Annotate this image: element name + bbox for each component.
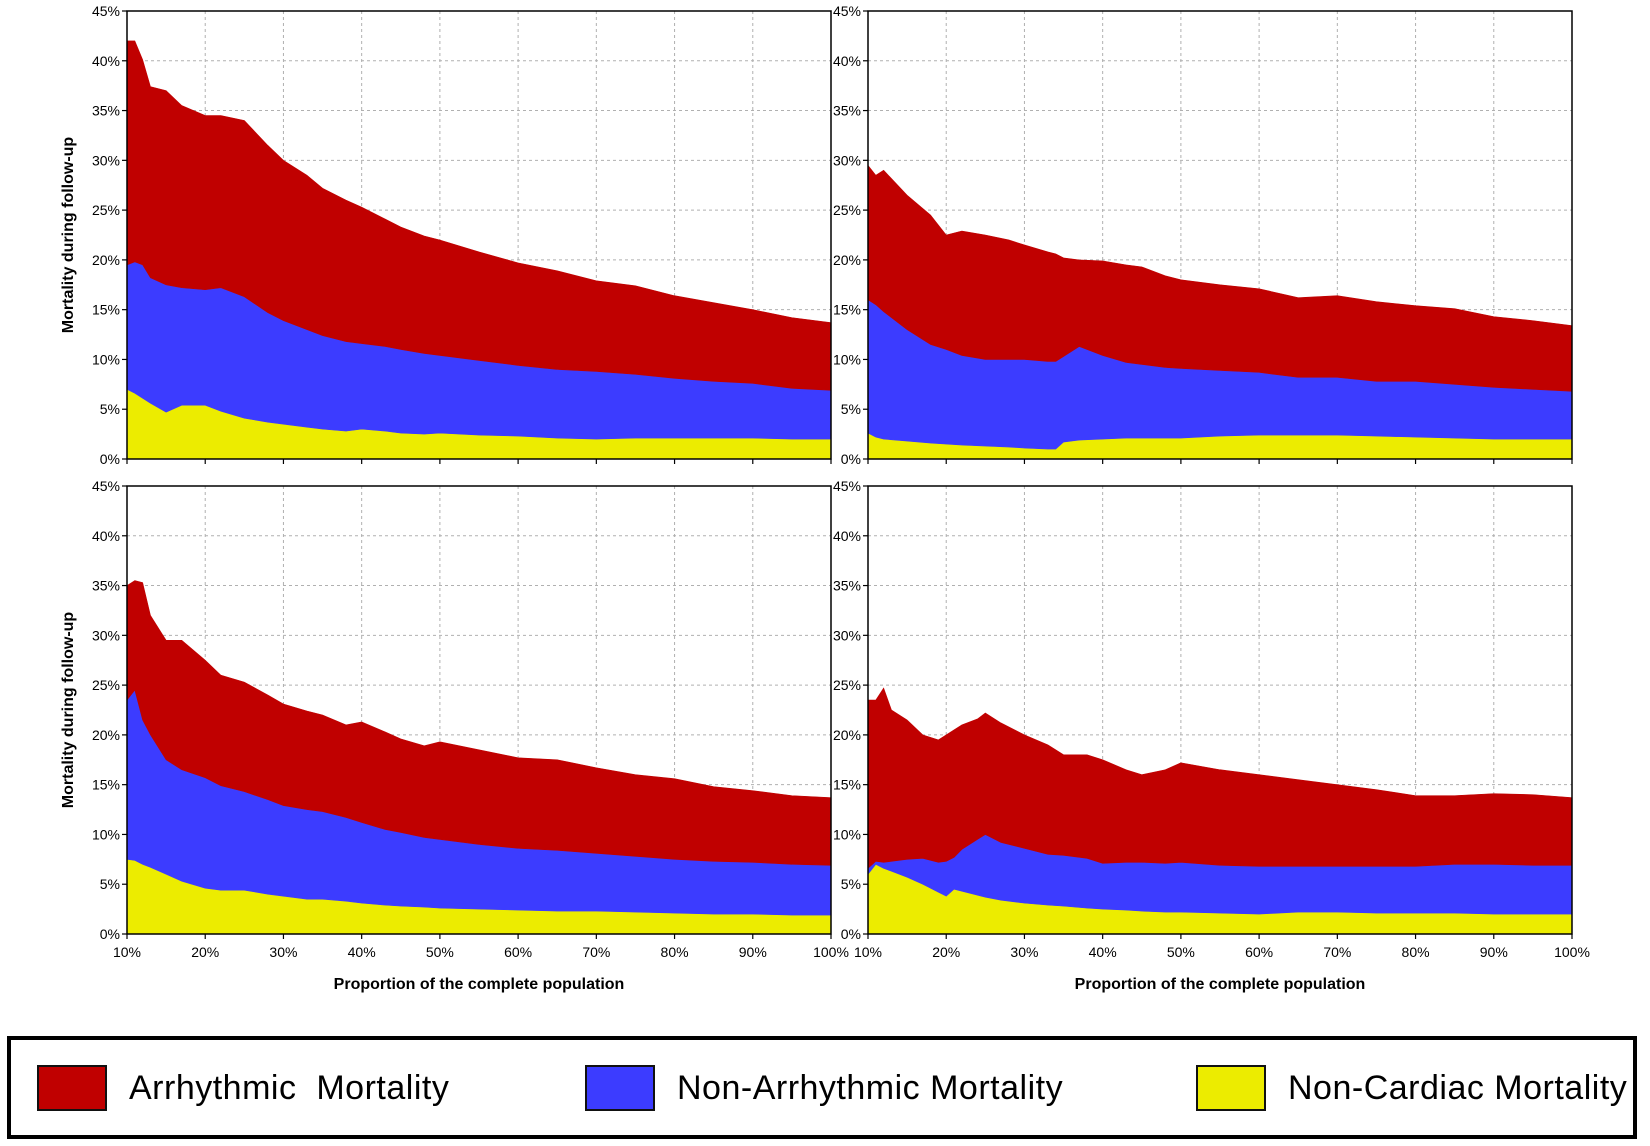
y-tick-label: 15% <box>833 302 861 318</box>
x-tick-label: 70% <box>1323 944 1351 960</box>
y-tick-label: 10% <box>833 351 861 367</box>
y-axis-title: Mortality during follow-up <box>60 612 77 809</box>
legend-label-non-arrhythmic: Non-Arrhythmic Mortality <box>677 1068 1064 1107</box>
y-tick-label: 15% <box>833 777 861 793</box>
y-tick-label: 20% <box>833 727 861 743</box>
y-tick-label: 5% <box>841 401 861 417</box>
y-tick-label: 5% <box>841 876 861 892</box>
y-tick-label: 5% <box>100 876 120 892</box>
x-tick-label: 90% <box>739 944 767 960</box>
x-tick-label: 20% <box>191 944 219 960</box>
figure: 0% 5% 10% 15% 20% 25% 30% 35% 40% 45% Mortality du… <box>60 3 1590 993</box>
x-tick-label: 100% <box>813 944 849 960</box>
legend-swatch-non-arrhythmic <box>585 1065 655 1111</box>
chart-panel-4: 0% 5% 10% 15% 20% 25% 30% 35% 40% 45% 10% 20% 30% 40%… <box>833 478 1590 993</box>
y-tick-label: 0% <box>841 451 861 467</box>
x-tick-label: 30% <box>1010 944 1038 960</box>
x-tick-label: 40% <box>348 944 376 960</box>
chart-panel-1: 0% 5% 10% 15% 20% 25% 30% 35% 40% 45% Mortality du… <box>60 3 832 467</box>
x-tick-label: 10% <box>854 944 882 960</box>
plot-frame <box>126 485 832 935</box>
x-tick-label: 70% <box>582 944 610 960</box>
x-tick-label: 90% <box>1480 944 1508 960</box>
y-tick-label: 0% <box>841 926 861 942</box>
x-axis-title: Proportion of the complete population <box>334 976 625 993</box>
y-tick-label: 30% <box>92 152 120 168</box>
y-tick-label: 35% <box>92 103 120 119</box>
y-tick-label: 40% <box>92 53 120 69</box>
y-tick-label: 30% <box>92 627 120 643</box>
y-tick-label: 15% <box>92 777 120 793</box>
x-tick-label: 80% <box>1402 944 1430 960</box>
plot-frame <box>867 10 1573 460</box>
x-tick-label: 50% <box>1167 944 1195 960</box>
x-tick-label: 10% <box>113 944 141 960</box>
area-arrhythmic-mortality <box>867 164 1573 392</box>
y-tick-label: 10% <box>92 826 120 842</box>
y-tick-label: 35% <box>833 103 861 119</box>
y-axis-title: Mortality during follow-up <box>60 137 77 334</box>
legend-swatch-arrhythmic <box>37 1065 107 1111</box>
plot-frame <box>867 485 1573 935</box>
x-tick-label: 100% <box>1554 944 1590 960</box>
x-tick-label: 50% <box>426 944 454 960</box>
y-tick-label: 45% <box>833 478 861 494</box>
y-tick-label: 20% <box>92 727 120 743</box>
y-tick-label: 5% <box>100 401 120 417</box>
legend-label-arrhythmic: Arrhythmic Mortality <box>129 1068 450 1107</box>
x-tick-label: 30% <box>269 944 297 960</box>
y-tick-label: 35% <box>833 578 861 594</box>
y-tick-label: 15% <box>92 302 120 318</box>
chart-panel-2: 0% 5% 10% 15% 20% 25% 30% 35% 40% 45% <box>833 3 1573 467</box>
x-tick-label: 80% <box>661 944 689 960</box>
y-tick-label: 25% <box>92 677 120 693</box>
legend-item-non-cardiac: Non-Cardiac Mortality <box>1196 1059 1627 1117</box>
x-tick-label: 60% <box>504 944 532 960</box>
y-tick-label: 40% <box>833 528 861 544</box>
y-tick-label: 10% <box>833 826 861 842</box>
y-tick-label: 40% <box>833 53 861 69</box>
y-tick-label: 45% <box>92 3 120 19</box>
chart-panel-3: 0% 5% 10% 15% 20% 25% 30% 35% 40% 45% 10% 20% 30% 40%… <box>60 478 849 993</box>
x-tick-label: 20% <box>932 944 960 960</box>
y-tick-label: 0% <box>100 926 120 942</box>
legend-label-non-cardiac: Non-Cardiac Mortality <box>1288 1068 1628 1107</box>
y-tick-label: 25% <box>833 202 861 218</box>
legend-swatch-non-cardiac <box>1196 1065 1266 1111</box>
y-tick-label: 25% <box>833 677 861 693</box>
y-tick-label: 35% <box>92 578 120 594</box>
y-tick-label: 25% <box>92 202 120 218</box>
legend: Arrhythmic Mortality Non-Arrhythmic Mort… <box>7 1036 1637 1139</box>
y-tick-label: 20% <box>833 252 861 268</box>
y-tick-label: 20% <box>92 252 120 268</box>
y-tick-label: 0% <box>100 451 120 467</box>
x-tick-label: 40% <box>1089 944 1117 960</box>
legend-item-non-arrhythmic: Non-Arrhythmic Mortality <box>585 1059 1063 1117</box>
x-tick-label: 60% <box>1245 944 1273 960</box>
y-tick-label: 30% <box>833 627 861 643</box>
x-axis-title: Proportion of the complete population <box>1075 976 1366 993</box>
area-arrhythmic-mortality <box>867 687 1573 869</box>
y-tick-label: 30% <box>833 152 861 168</box>
y-tick-label: 10% <box>92 351 120 367</box>
legend-item-arrhythmic: Arrhythmic Mortality <box>37 1059 449 1117</box>
y-tick-label: 40% <box>92 528 120 544</box>
y-tick-label: 45% <box>833 3 861 19</box>
plot-frame <box>126 10 832 460</box>
y-tick-label: 45% <box>92 478 120 494</box>
